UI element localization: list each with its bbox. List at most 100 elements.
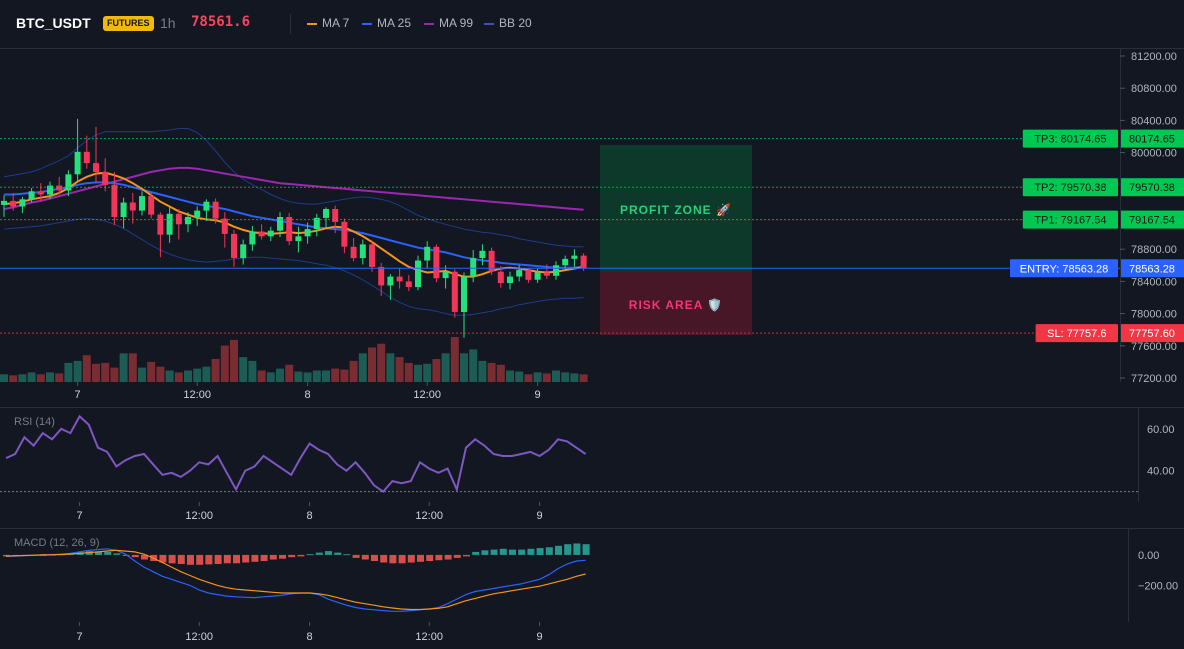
price-axis[interactable]: 81200.00 80800.00 80400.00 80000.00 78800.00… — [1120, 51, 1177, 385]
candle[interactable] — [304, 222, 311, 244]
candle[interactable] — [415, 255, 421, 291]
candle[interactable] — [507, 271, 513, 290]
volume-bar — [570, 373, 579, 382]
candle[interactable] — [37, 183, 44, 201]
level-sl[interactable]: SL: 77757.6 77757.60 — [0, 324, 1184, 343]
macd-histogram-bar — [481, 550, 489, 555]
macd-histogram-bar — [371, 554, 378, 561]
candle[interactable] — [341, 218, 348, 254]
candle[interactable] — [56, 176, 63, 195]
candle[interactable] — [221, 212, 228, 248]
candle[interactable] — [461, 272, 467, 338]
candle[interactable] — [543, 264, 550, 280]
candle[interactable] — [19, 196, 26, 213]
candle[interactable] — [277, 212, 283, 238]
candle[interactable] — [74, 118, 81, 181]
level-entry[interactable]: ENTRY: 78563.28 78563.28 — [0, 259, 1184, 278]
volume-bar — [55, 373, 64, 382]
candle[interactable] — [240, 239, 247, 265]
candle[interactable] — [553, 261, 559, 280]
candle[interactable] — [332, 205, 339, 234]
candle[interactable] — [497, 266, 504, 288]
candle-body — [378, 266, 385, 286]
macd-histogram-bar — [325, 551, 332, 555]
level-tag-bg — [1035, 324, 1118, 343]
legend-ma25[interactable]: MA 25 — [362, 16, 411, 30]
candle[interactable] — [442, 265, 449, 289]
candle[interactable] — [525, 267, 532, 283]
candle[interactable] — [139, 191, 145, 216]
candle[interactable] — [451, 269, 458, 318]
candle[interactable] — [194, 206, 201, 226]
volume-bar — [303, 372, 312, 382]
candle[interactable] — [148, 192, 155, 219]
candle[interactable] — [231, 229, 237, 267]
candle[interactable] — [571, 249, 578, 267]
candle[interactable] — [28, 188, 35, 203]
candle[interactable] — [93, 126, 99, 184]
level-axis-value: 79167.54 — [1129, 215, 1175, 227]
candle[interactable] — [10, 192, 17, 211]
candle[interactable] — [405, 275, 412, 292]
candle[interactable] — [470, 250, 477, 283]
candle-body — [553, 265, 559, 276]
candle[interactable] — [479, 244, 486, 266]
candle[interactable] — [65, 170, 72, 197]
legend-ma99[interactable]: MA 99 — [424, 16, 473, 30]
legend-ma7[interactable]: MA 7 — [307, 16, 349, 30]
time-tick-label: 8 — [307, 510, 313, 522]
legend-bb20[interactable]: BB 20 — [484, 16, 532, 30]
price-tick-label: 77200.00 — [1131, 373, 1177, 385]
candle[interactable] — [175, 209, 182, 240]
candle[interactable] — [350, 237, 357, 262]
candle[interactable] — [185, 212, 191, 233]
candle[interactable] — [562, 255, 569, 270]
candle[interactable] — [534, 268, 541, 284]
candle[interactable] — [396, 268, 403, 289]
candle[interactable] — [387, 274, 394, 300]
level-tp[interactable]: TP3: 80174.65 80174.65 — [0, 129, 1184, 148]
candle[interactable] — [488, 247, 495, 275]
level-tp[interactable]: TP2: 79570.38 79570.38 — [0, 178, 1184, 197]
candle[interactable] — [323, 207, 329, 229]
candle[interactable] — [129, 192, 136, 224]
macd-histogram-bar — [168, 554, 176, 564]
candle[interactable] — [267, 226, 274, 242]
macd-tick-label: −200.00 — [1138, 580, 1178, 592]
candle[interactable] — [433, 244, 440, 283]
risk-zone-label: RISK AREA 🛡️ — [629, 298, 723, 312]
candle[interactable] — [286, 213, 293, 246]
candle[interactable] — [369, 241, 375, 272]
candle[interactable] — [102, 158, 109, 192]
macd-histogram-bar — [260, 554, 268, 561]
level-tp[interactable]: TP1: 79167.54 79167.54 — [0, 210, 1184, 229]
candle[interactable] — [424, 241, 431, 269]
volume-bar — [432, 359, 441, 382]
candle[interactable] — [1, 195, 7, 217]
candle[interactable] — [111, 171, 118, 226]
candle-body — [543, 272, 550, 276]
volume-bar — [165, 370, 174, 382]
candle[interactable] — [47, 181, 53, 200]
macd-pane: MACD (12, 26, 9) 0.00 −200.00 — [3, 537, 1178, 612]
candle[interactable] — [120, 197, 127, 229]
candle[interactable] — [249, 225, 256, 251]
candle-body — [194, 210, 201, 217]
candle[interactable] — [212, 198, 219, 224]
candle[interactable] — [83, 135, 90, 169]
candle[interactable] — [359, 239, 366, 265]
candle[interactable] — [258, 224, 265, 240]
macd-line — [5, 548, 586, 612]
candle[interactable] — [166, 207, 173, 243]
candle-body — [415, 260, 421, 288]
volume-bar — [487, 362, 496, 382]
legend-ma99-label: MA 99 — [439, 16, 474, 30]
macd-histogram-bar — [141, 554, 148, 560]
timeframe-selector[interactable]: 1h — [160, 15, 176, 31]
candle[interactable] — [313, 213, 320, 237]
macd-label: MACD (12, 26, 9) — [14, 537, 100, 549]
candle[interactable] — [295, 226, 302, 253]
candle[interactable] — [203, 199, 210, 221]
symbol-name[interactable]: BTC_USDT — [16, 15, 91, 31]
